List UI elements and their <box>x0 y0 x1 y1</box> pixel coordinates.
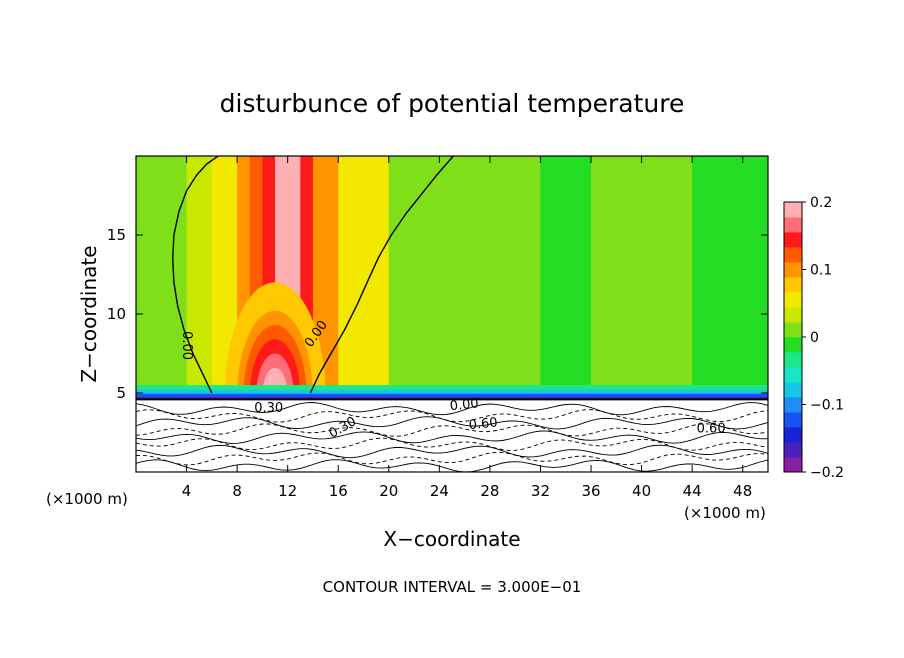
x-axis: 4 8 12 16 20 24 28 32 36 40 44 48 <box>182 156 752 500</box>
boundary-contour <box>136 409 768 423</box>
colorbar-swatch <box>784 367 802 383</box>
colorbar-swatch <box>784 202 802 218</box>
field-band <box>540 156 592 400</box>
field-band <box>489 156 541 400</box>
colorbar-swatch <box>784 277 802 293</box>
boundary-contour <box>136 416 768 430</box>
boundary-contour <box>136 459 768 472</box>
y-tick-label: 10 <box>107 305 126 323</box>
chart-title: disturbunce of potential temperature <box>220 89 685 118</box>
field-band <box>338 156 390 400</box>
contour-label: 0.60 <box>468 415 498 433</box>
y-axis: 5 10 15 <box>107 226 768 402</box>
x-tick-label: 12 <box>278 482 297 500</box>
colorbar-swatch <box>784 217 802 233</box>
contour-label: 0.60 <box>697 422 726 437</box>
colorbar-swatch <box>784 322 802 338</box>
colorbar-swatch <box>784 457 802 473</box>
boundary-contour <box>136 430 768 444</box>
field-band <box>692 156 744 400</box>
colorbar-swatch <box>784 352 802 368</box>
colorbar-swatch <box>784 232 802 248</box>
boundary-contour <box>136 437 768 451</box>
inversion-layer <box>136 385 768 400</box>
inversion-band <box>136 393 768 400</box>
colorbar-swatch <box>784 442 802 458</box>
colorbar-swatch <box>784 247 802 263</box>
y-tick-label: 15 <box>107 226 126 244</box>
colorbar-swatch <box>784 337 802 353</box>
field-band <box>591 156 643 400</box>
contour-label: 0.30 <box>254 401 283 416</box>
field-band <box>439 156 491 400</box>
boundary-contour <box>136 423 768 437</box>
x-axis-label: X−coordinate <box>383 527 520 551</box>
x-tick-label: 16 <box>329 482 348 500</box>
plot-area: 0.00 0.000.000.60 0.600.300.30 <box>136 156 768 472</box>
x-tick-label: 44 <box>683 482 702 500</box>
colorbar-swatch <box>784 307 802 323</box>
colorbar-tick-label: 0.1 <box>810 263 832 279</box>
contour-label: 0.00 <box>449 396 479 414</box>
x-unit-label-left: (×1000 m) <box>46 490 128 508</box>
x-tick-label: 20 <box>379 482 398 500</box>
colorbar-swatch <box>784 262 802 278</box>
colorbar-swatch <box>784 292 802 308</box>
x-tick-label: 24 <box>430 482 449 500</box>
x-tick-label: 4 <box>182 482 192 500</box>
contour-label: 0.00 <box>179 331 194 360</box>
colorbar-tick-label: 0 <box>810 330 819 346</box>
field-band <box>136 156 188 400</box>
x-unit-label-right: (×1000 m) <box>684 504 766 522</box>
x-tick-label: 8 <box>232 482 242 500</box>
boundary-contour <box>136 451 768 466</box>
x-tick-label: 28 <box>480 482 499 500</box>
field-band <box>641 156 693 400</box>
colorbar-tick-label: −0.1 <box>810 398 844 414</box>
contour-interval-note: CONTOUR INTERVAL = 3.000E−01 <box>323 578 582 596</box>
inversion-band <box>136 396 768 400</box>
colorbar-swatch <box>784 412 802 428</box>
y-axis-label: Z−coordinate <box>77 245 101 382</box>
field-band <box>742 156 768 400</box>
x-tick-label: 32 <box>531 482 550 500</box>
colorbar-tick-label: 0.2 <box>810 195 832 211</box>
x-tick-label: 40 <box>632 482 651 500</box>
y-tick-label: 5 <box>116 384 126 402</box>
colorbar: 0.2 0.1 0 −0.1 −0.2 <box>783 195 844 481</box>
zero-contour-right <box>309 156 454 394</box>
boundary-contour <box>136 444 768 459</box>
field-band <box>186 156 213 400</box>
field-band <box>388 156 440 400</box>
boundary-contour <box>136 402 768 416</box>
colorbar-tick-label: −0.2 <box>810 465 844 481</box>
x-tick-label: 48 <box>733 482 752 500</box>
x-tick-label: 36 <box>581 482 600 500</box>
colorbar-swatch <box>784 382 802 398</box>
zero-contour-left <box>171 156 219 394</box>
colorbar-swatch <box>784 427 802 443</box>
colorbar-swatch <box>784 397 802 413</box>
